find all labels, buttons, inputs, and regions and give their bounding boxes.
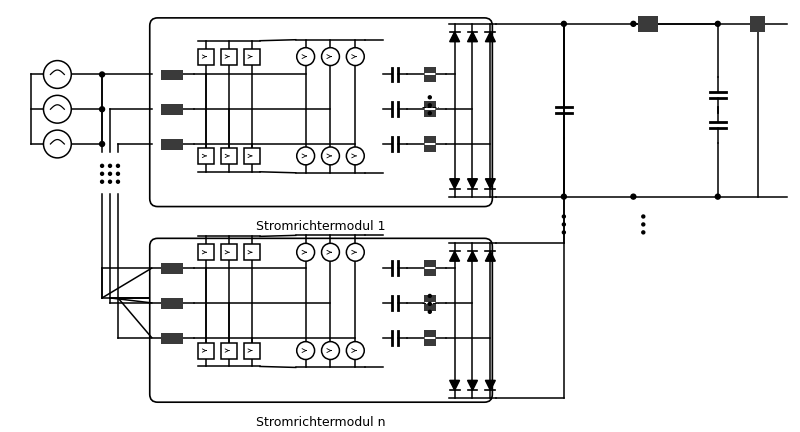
Bar (222, 343, 237, 359)
Polygon shape (450, 251, 459, 261)
Polygon shape (450, 179, 459, 189)
Bar (198, 148, 214, 164)
Circle shape (297, 48, 314, 66)
Bar (424, 136, 436, 143)
Circle shape (562, 21, 566, 26)
Circle shape (117, 172, 119, 175)
Bar (222, 49, 237, 64)
Circle shape (297, 342, 314, 359)
Circle shape (642, 223, 645, 226)
Text: Stromrichtermodul 1: Stromrichtermodul 1 (256, 220, 386, 233)
Circle shape (43, 95, 71, 123)
Bar (244, 49, 260, 64)
Circle shape (109, 180, 111, 183)
Bar (161, 139, 182, 150)
Bar (424, 145, 436, 152)
Bar (424, 101, 436, 108)
Bar (424, 67, 436, 73)
Bar (424, 339, 436, 346)
Bar (198, 343, 214, 359)
Circle shape (715, 194, 720, 199)
Text: Stromrichtermodul n: Stromrichtermodul n (256, 416, 386, 429)
Bar (424, 330, 436, 337)
Circle shape (322, 147, 339, 165)
Circle shape (428, 302, 431, 305)
Circle shape (428, 295, 431, 297)
Circle shape (715, 21, 720, 26)
Polygon shape (450, 32, 459, 42)
Bar (424, 304, 436, 311)
Circle shape (346, 243, 364, 261)
Bar (198, 49, 214, 64)
Circle shape (562, 223, 566, 226)
Bar (750, 16, 766, 32)
FancyBboxPatch shape (150, 18, 492, 206)
Circle shape (562, 215, 566, 218)
Polygon shape (467, 32, 478, 42)
Circle shape (562, 194, 566, 199)
Circle shape (109, 172, 111, 175)
Circle shape (101, 164, 103, 167)
Bar (424, 260, 436, 267)
Bar (161, 263, 182, 274)
Circle shape (117, 180, 119, 183)
Polygon shape (450, 380, 459, 390)
Circle shape (428, 104, 431, 107)
Circle shape (43, 60, 71, 89)
Bar (222, 245, 237, 260)
Circle shape (428, 310, 431, 313)
Polygon shape (486, 179, 495, 189)
Circle shape (322, 243, 339, 261)
Polygon shape (467, 251, 478, 261)
Circle shape (322, 48, 339, 66)
Circle shape (117, 164, 119, 167)
Bar (424, 76, 436, 83)
Bar (161, 333, 182, 343)
Circle shape (346, 147, 364, 165)
Polygon shape (467, 380, 478, 390)
Circle shape (101, 180, 103, 183)
Circle shape (101, 172, 103, 175)
Circle shape (562, 231, 566, 234)
Circle shape (631, 194, 636, 199)
Bar (161, 298, 182, 309)
Bar (424, 295, 436, 302)
Bar (161, 70, 182, 80)
Circle shape (642, 231, 645, 234)
Circle shape (346, 342, 364, 359)
Circle shape (428, 112, 431, 115)
Circle shape (109, 164, 111, 167)
Bar (244, 343, 260, 359)
Bar (638, 16, 658, 32)
Bar (244, 148, 260, 164)
Bar (244, 245, 260, 260)
Bar (222, 148, 237, 164)
Bar (198, 245, 214, 260)
Bar (161, 104, 182, 115)
Polygon shape (467, 179, 478, 189)
Polygon shape (486, 380, 495, 390)
Circle shape (43, 130, 71, 158)
Circle shape (99, 142, 105, 146)
Circle shape (631, 21, 636, 26)
Bar (424, 269, 436, 276)
Circle shape (99, 72, 105, 77)
Circle shape (322, 342, 339, 359)
Circle shape (297, 147, 314, 165)
Bar (424, 110, 436, 117)
FancyBboxPatch shape (150, 238, 492, 402)
Circle shape (346, 48, 364, 66)
Circle shape (642, 215, 645, 218)
Circle shape (297, 243, 314, 261)
Polygon shape (486, 32, 495, 42)
Circle shape (99, 107, 105, 112)
Circle shape (428, 96, 431, 99)
Polygon shape (486, 251, 495, 261)
